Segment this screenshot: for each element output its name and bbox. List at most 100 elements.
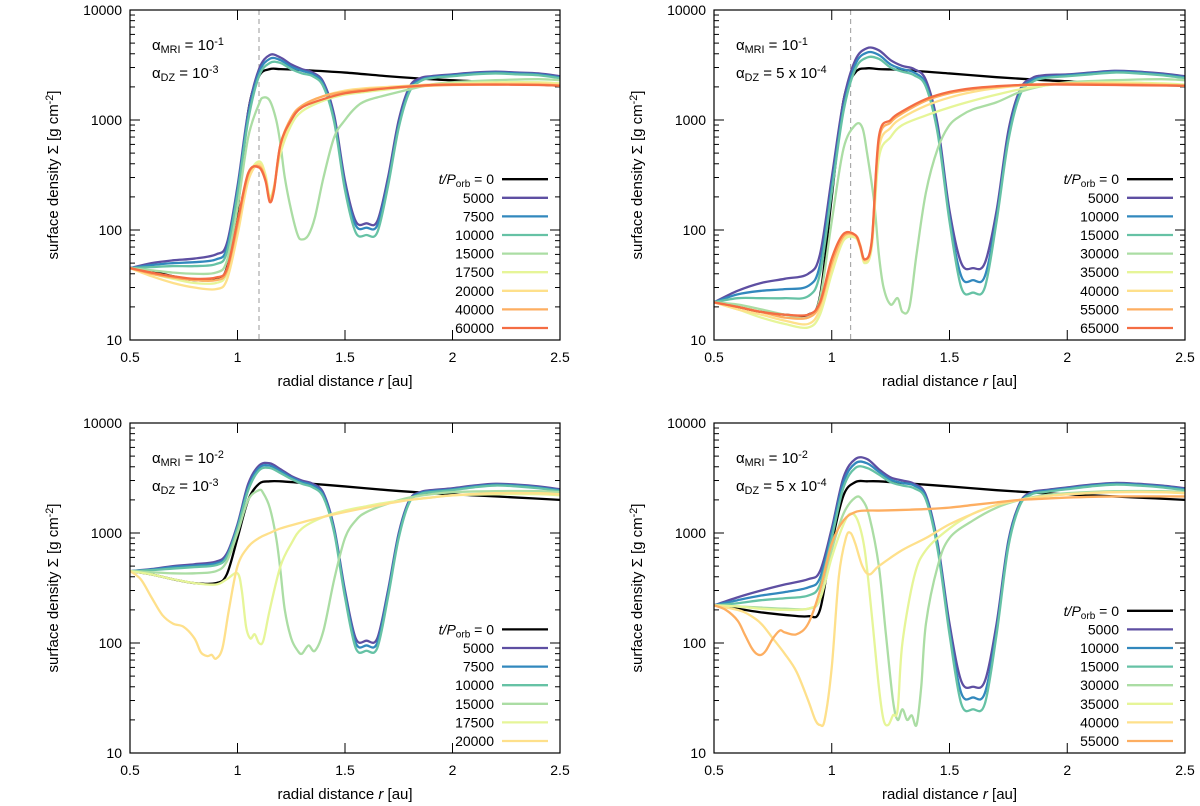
x-label-unit: [au]	[383, 786, 412, 803]
legend-label: 15000	[1080, 227, 1119, 243]
y-tick-label: 100	[683, 635, 707, 651]
x-tick-label: 0.5	[120, 762, 140, 778]
text-run: MRI	[745, 44, 765, 56]
legend-label: 15000	[455, 246, 494, 262]
y-axis-label: surface density Σ [g cm-2]	[628, 504, 646, 673]
legend-label: 35000	[1080, 696, 1119, 712]
text-run: ]	[629, 504, 646, 508]
text-run: ]	[45, 91, 62, 95]
text-run: -2	[628, 95, 640, 105]
text-run: MRI	[161, 44, 181, 56]
legend-label: 20000	[455, 283, 494, 299]
x-label-part: radial distance	[882, 373, 983, 390]
text-run: -2	[44, 508, 56, 518]
legend-label: 7500	[463, 659, 494, 675]
text-run: = 10	[764, 37, 798, 54]
x-tick-label: 2.5	[1175, 349, 1195, 365]
legend-label: t/Porb = 0	[1064, 603, 1120, 622]
x-tick-label: 2	[449, 762, 457, 778]
legend-label: 17500	[455, 714, 494, 730]
text-run: α	[152, 478, 161, 495]
alpha-annotation: αMRI = 10-2	[736, 449, 808, 469]
legend-title-sub: orb	[456, 179, 471, 190]
alpha-annotation: αDZ = 5 x 10-4	[736, 64, 827, 84]
legend-label: 60000	[455, 320, 494, 336]
x-tick-label: 1	[828, 349, 836, 365]
y-tick-label: 1000	[675, 525, 706, 541]
text-run: -4	[817, 477, 827, 489]
plot-frame	[129, 9, 561, 341]
text-run: ]	[45, 504, 62, 508]
text-run: α	[152, 37, 161, 54]
text-run: = 10	[180, 37, 214, 54]
text-run: -3	[209, 477, 219, 489]
x-axis-label: radial distance r [au]	[882, 373, 1017, 390]
series-line-5000	[130, 53, 560, 270]
x-axis-label: radial distance r [au]	[277, 786, 412, 803]
text-run: = 10	[764, 450, 798, 467]
text-run: = 5 x 10	[759, 478, 817, 495]
x-tick-label: 1	[234, 349, 242, 365]
legend-title-t: t/P	[439, 171, 457, 187]
legend-label: 5000	[1088, 190, 1119, 206]
text-run: surface density Σ [g cm	[45, 517, 62, 672]
text-run: α	[152, 450, 161, 467]
text-run: -2	[214, 449, 224, 461]
x-label-unit: [au]	[988, 373, 1017, 390]
legend-label: 5000	[1088, 621, 1119, 637]
text-run: α	[736, 450, 745, 467]
y-tick-label: 1000	[91, 525, 122, 541]
series-line-0	[714, 479, 1185, 619]
y-axis-label: surface density Σ [g cm-2]	[44, 91, 62, 260]
legend-label: 10000	[1080, 208, 1119, 224]
series-line-15000	[714, 465, 1185, 713]
x-tick-label: 2	[449, 349, 457, 365]
legend-title-sub: orb	[1081, 179, 1096, 190]
legend-title-t: t/P	[439, 621, 457, 637]
series-line-30000	[714, 78, 1185, 320]
y-axis-label: surface density Σ [g cm-2]	[628, 91, 646, 260]
y-tick-label: 100	[683, 222, 707, 238]
text-run: -2	[628, 508, 640, 518]
series-group	[714, 456, 1185, 728]
text-run: MRI	[745, 457, 765, 469]
text-run: surface density Σ [g cm	[45, 104, 62, 259]
x-axis-label: radial distance r [au]	[882, 786, 1017, 803]
series-line-15000	[714, 55, 1185, 304]
text-run: ]	[629, 91, 646, 95]
x-label-var: r	[983, 373, 989, 390]
legend-title-value: = 0	[470, 621, 494, 637]
x-label-unit: [au]	[383, 373, 412, 390]
legend-label: 7500	[463, 208, 494, 224]
legend-label: 5000	[463, 190, 494, 206]
x-tick-label: 1.5	[335, 762, 355, 778]
y-tick-label: 10	[106, 745, 122, 761]
y-tick-label: 10000	[83, 2, 122, 18]
legend-title-value: = 0	[1095, 603, 1119, 619]
legend-label: 55000	[1080, 301, 1119, 317]
x-label-var: r	[378, 786, 384, 803]
x-label-part: radial distance	[277, 786, 378, 803]
y-tick-label: 10000	[83, 415, 122, 431]
series-line-65000	[714, 83, 1185, 317]
x-label-var: r	[378, 373, 384, 390]
y-tick-label: 10	[690, 745, 706, 761]
series-group	[130, 53, 560, 291]
x-tick-label: 2.5	[1175, 762, 1195, 778]
y-tick-label: 10	[106, 332, 122, 348]
legend-label: 10000	[455, 677, 494, 693]
y-tick-label: 10	[690, 332, 706, 348]
text-run: = 10	[175, 478, 209, 495]
text-run: α	[736, 37, 745, 54]
series-line-55000	[714, 495, 1185, 657]
legend-title-value: = 0	[470, 171, 494, 187]
x-axis-label: radial distance r [au]	[277, 373, 412, 390]
legend-label: 10000	[1080, 640, 1119, 656]
x-tick-label: 0.5	[704, 349, 724, 365]
alpha-annotation: αDZ = 10-3	[152, 64, 218, 84]
series-line-0	[130, 479, 560, 586]
legend-label: 17500	[455, 264, 494, 280]
